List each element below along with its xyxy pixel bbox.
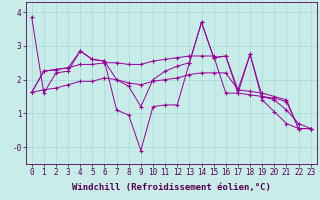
X-axis label: Windchill (Refroidissement éolien,°C): Windchill (Refroidissement éolien,°C) <box>72 183 271 192</box>
